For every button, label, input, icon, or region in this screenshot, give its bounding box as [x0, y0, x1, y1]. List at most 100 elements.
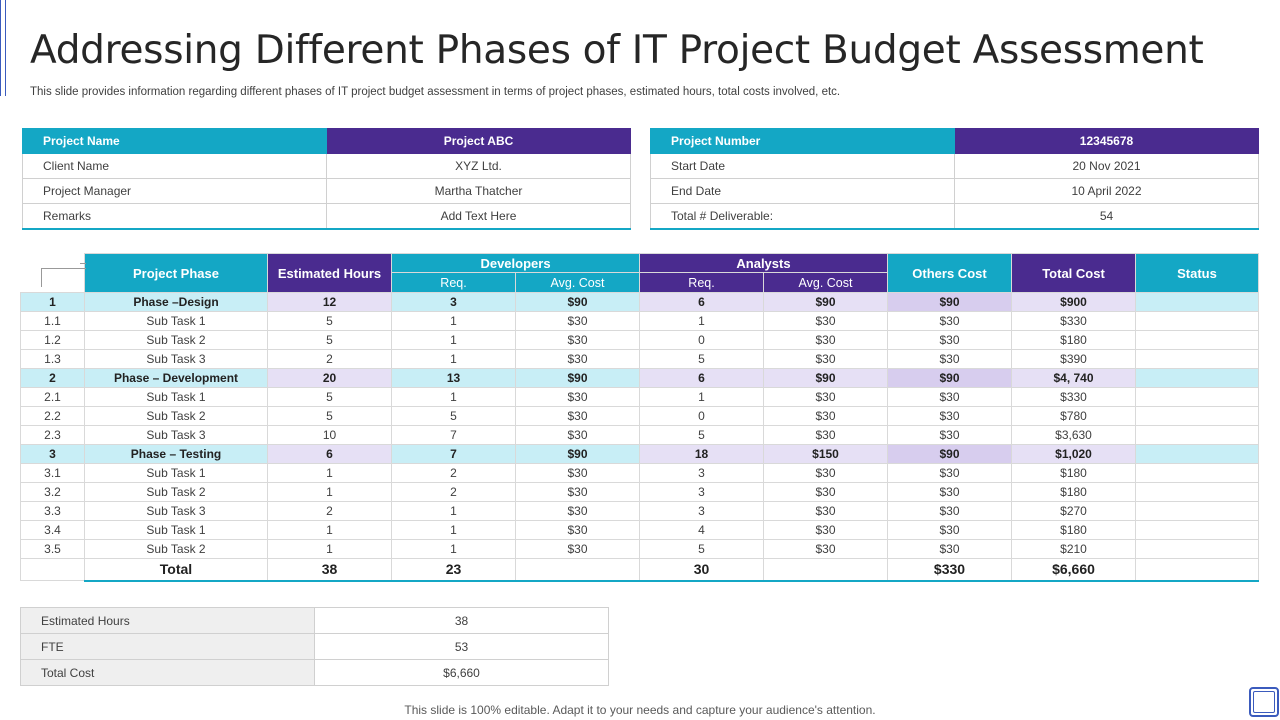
header-estimated-hours: Estimated Hours — [267, 253, 392, 293]
analyst-avg-cost: $30 — [763, 330, 888, 350]
others-cost: $90 — [887, 368, 1012, 388]
info-header-value: 12345678 — [954, 128, 1259, 154]
status-cell — [1135, 463, 1259, 483]
dev-avg-cost: $30 — [515, 425, 640, 445]
estimated-hours: 10 — [267, 425, 392, 445]
phase-name: Sub Task 1 — [84, 387, 268, 407]
info-row: End Date 10 April 2022 — [650, 178, 1259, 204]
others-cost: $90 — [887, 292, 1012, 312]
total-dev-req: 23 — [391, 558, 516, 582]
phase-name: Sub Task 3 — [84, 501, 268, 521]
summary-row: Estimated Hours 38 — [20, 607, 609, 634]
task-row: 2.2 Sub Task 2 5 5 $30 0 $30 $30 $780 — [20, 406, 1259, 426]
left-accent-rule — [0, 0, 6, 96]
dev-avg-cost: $30 — [515, 311, 640, 331]
summary-key: FTE — [20, 633, 315, 660]
status-cell — [1135, 444, 1259, 464]
totals-label: Total — [84, 558, 268, 582]
status-cell — [1135, 501, 1259, 521]
status-cell — [1135, 482, 1259, 502]
total-analyst-req: 30 — [639, 558, 764, 582]
dev-avg-cost: $90 — [515, 368, 640, 388]
others-cost: $30 — [887, 520, 1012, 540]
analyst-avg-cost: $30 — [763, 349, 888, 369]
header-project-phase: Project Phase — [84, 253, 268, 293]
total-analyst-avg-cost — [763, 558, 888, 582]
dev-avg-cost: $30 — [515, 406, 640, 426]
analyst-avg-cost: $30 — [763, 520, 888, 540]
phase-name: Sub Task 2 — [84, 406, 268, 426]
dev-req: 1 — [391, 539, 516, 559]
status-cell — [1135, 539, 1259, 559]
analyst-avg-cost: $30 — [763, 425, 888, 445]
info-header-key: Project Name — [22, 128, 327, 154]
dev-avg-cost: $30 — [515, 330, 640, 350]
task-row: 2.3 Sub Task 3 10 7 $30 5 $30 $30 $3,630 — [20, 425, 1259, 445]
info-row: Start Date 20 Nov 2021 — [650, 153, 1259, 179]
estimated-hours: 1 — [267, 482, 392, 502]
analyst-avg-cost: $150 — [763, 444, 888, 464]
dev-req: 1 — [391, 387, 516, 407]
analyst-req: 6 — [639, 368, 764, 388]
info-header-value: Project ABC — [326, 128, 631, 154]
summary-row: Total Cost $6,660 — [20, 659, 609, 686]
task-row: 3.1 Sub Task 1 1 2 $30 3 $30 $30 $180 — [20, 463, 1259, 483]
dev-req: 7 — [391, 425, 516, 445]
estimated-hours: 5 — [267, 406, 392, 426]
total-cost: $4, 740 — [1011, 368, 1136, 388]
phase-name: Sub Task 3 — [84, 349, 268, 369]
phase-name: Sub Task 3 — [84, 425, 268, 445]
total-hours: 38 — [267, 558, 392, 582]
row-index: 3.3 — [20, 501, 85, 521]
dev-req: 1 — [391, 520, 516, 540]
summary-value: $6,660 — [314, 659, 609, 686]
estimated-hours: 1 — [267, 539, 392, 559]
phase-row: 2 Phase – Development 20 13 $90 6 $90 $90 $4, 74… — [20, 368, 1259, 388]
dev-req: 5 — [391, 406, 516, 426]
dev-avg-cost: $30 — [515, 387, 640, 407]
estimated-hours: 6 — [267, 444, 392, 464]
task-row: 3.4 Sub Task 1 1 1 $30 4 $30 $30 $180 — [20, 520, 1259, 540]
budget-table: Project Phase Estimated Hours Developers… — [20, 253, 1259, 582]
row-index: 1 — [20, 292, 85, 312]
summary-value: 38 — [314, 607, 609, 634]
status-cell — [1135, 387, 1259, 407]
phase-name: Phase –Design — [84, 292, 268, 312]
header-developers: Developers — [391, 253, 640, 273]
analyst-avg-cost: $90 — [763, 368, 888, 388]
analyst-avg-cost: $30 — [763, 463, 888, 483]
info-key: Project Manager — [22, 178, 327, 204]
others-cost: $30 — [887, 349, 1012, 369]
header-analyst-avg-cost: Avg. Cost — [763, 272, 888, 293]
row-index: 2.2 — [20, 406, 85, 426]
total-cost: $210 — [1011, 539, 1136, 559]
dev-avg-cost: $30 — [515, 463, 640, 483]
others-cost: $90 — [887, 444, 1012, 464]
task-row: 1.3 Sub Task 3 2 1 $30 5 $30 $30 $390 — [20, 349, 1259, 369]
summary-key: Estimated Hours — [20, 607, 315, 634]
row-index: 1.1 — [20, 311, 85, 331]
info-key: Remarks — [22, 203, 327, 230]
status-cell — [1135, 425, 1259, 445]
total-cost: $180 — [1011, 330, 1136, 350]
estimated-hours: 12 — [267, 292, 392, 312]
info-value: 20 Nov 2021 — [954, 153, 1259, 179]
analyst-avg-cost: $30 — [763, 406, 888, 426]
analyst-avg-cost: $90 — [763, 292, 888, 312]
dev-avg-cost: $90 — [515, 292, 640, 312]
analyst-req: 5 — [639, 539, 764, 559]
dev-req: 2 — [391, 482, 516, 502]
phase-name: Sub Task 1 — [84, 520, 268, 540]
project-info-table-right: Project Number 12345678 Start Date 20 No… — [650, 128, 1259, 230]
analyst-req: 6 — [639, 292, 764, 312]
row-index: 3.2 — [20, 482, 85, 502]
summary-key: Total Cost — [20, 659, 315, 686]
others-cost: $30 — [887, 330, 1012, 350]
others-cost: $30 — [887, 539, 1012, 559]
info-value: Martha Thatcher — [326, 178, 631, 204]
page-title: Addressing Different Phases of IT Projec… — [30, 28, 1204, 73]
analyst-avg-cost: $30 — [763, 539, 888, 559]
header-analyst-req: Req. — [639, 272, 764, 293]
phase-name: Phase – Testing — [84, 444, 268, 464]
row-index: 2.1 — [20, 387, 85, 407]
